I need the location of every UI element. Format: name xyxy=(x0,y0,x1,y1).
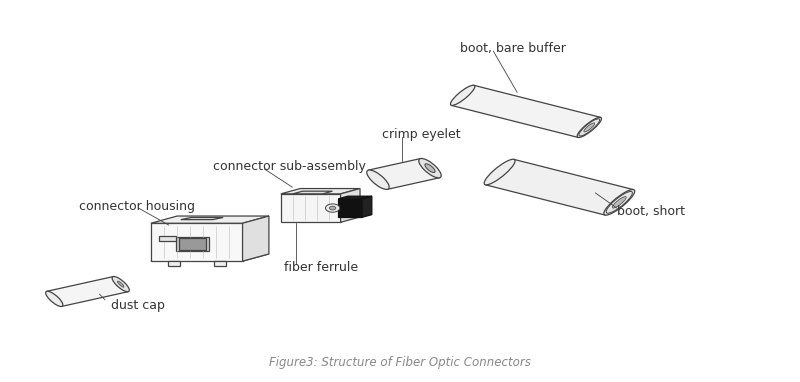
Text: connector sub-assembly: connector sub-assembly xyxy=(213,160,366,173)
Polygon shape xyxy=(486,159,634,215)
Polygon shape xyxy=(214,261,226,267)
Ellipse shape xyxy=(366,170,389,189)
Polygon shape xyxy=(179,238,206,250)
Ellipse shape xyxy=(606,191,632,213)
Ellipse shape xyxy=(330,206,336,210)
Ellipse shape xyxy=(112,277,130,292)
Polygon shape xyxy=(151,254,269,261)
Ellipse shape xyxy=(484,159,515,185)
Polygon shape xyxy=(338,199,362,217)
Text: crimp eyelet: crimp eyelet xyxy=(382,128,460,141)
Ellipse shape xyxy=(577,117,602,138)
Polygon shape xyxy=(293,191,332,194)
Text: fiber ferrule: fiber ferrule xyxy=(285,261,358,274)
Polygon shape xyxy=(176,237,210,251)
Ellipse shape xyxy=(326,204,340,212)
Text: Figure3: Structure of Fiber Optic Connectors: Figure3: Structure of Fiber Optic Connec… xyxy=(269,356,531,369)
Ellipse shape xyxy=(584,123,594,132)
Ellipse shape xyxy=(450,85,475,105)
Polygon shape xyxy=(362,196,372,217)
Ellipse shape xyxy=(604,189,634,215)
Ellipse shape xyxy=(46,291,63,306)
Polygon shape xyxy=(281,189,360,194)
Polygon shape xyxy=(451,85,601,138)
Text: connector housing: connector housing xyxy=(78,200,194,213)
Text: dust cap: dust cap xyxy=(110,299,165,312)
Polygon shape xyxy=(369,159,439,189)
Polygon shape xyxy=(338,196,372,199)
Polygon shape xyxy=(159,236,176,241)
Polygon shape xyxy=(151,216,269,223)
Polygon shape xyxy=(242,216,269,261)
Polygon shape xyxy=(341,189,360,222)
Ellipse shape xyxy=(425,164,435,173)
Ellipse shape xyxy=(418,159,442,178)
Polygon shape xyxy=(181,217,223,220)
Text: boot, bare buffer: boot, bare buffer xyxy=(460,42,566,55)
Ellipse shape xyxy=(579,119,600,136)
Ellipse shape xyxy=(612,197,626,208)
Polygon shape xyxy=(168,261,180,267)
Ellipse shape xyxy=(118,281,124,287)
Text: boot, short: boot, short xyxy=(617,206,685,219)
Polygon shape xyxy=(281,194,341,222)
Polygon shape xyxy=(47,277,128,306)
Polygon shape xyxy=(151,223,242,261)
